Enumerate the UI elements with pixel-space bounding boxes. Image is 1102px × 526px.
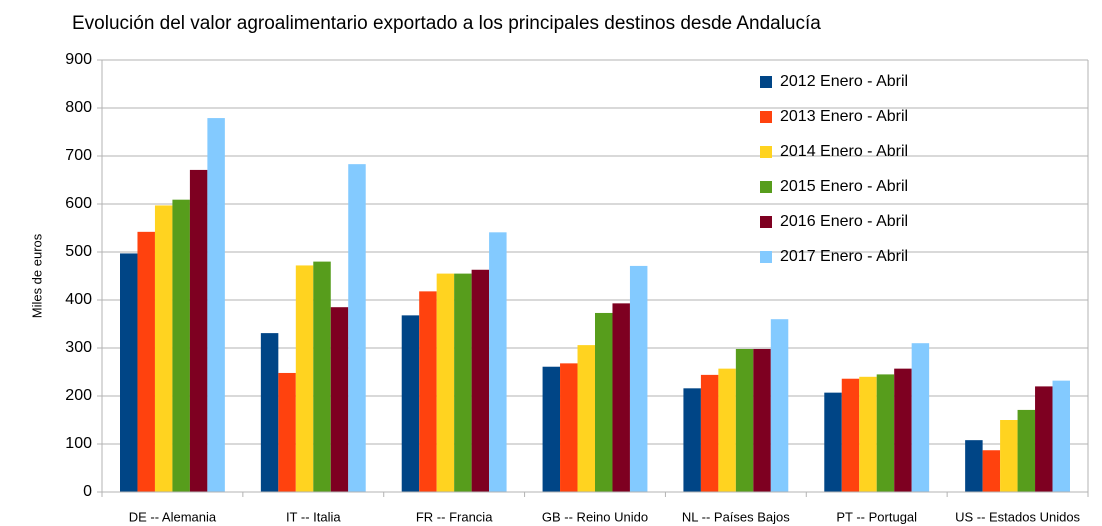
bar	[629, 265, 648, 492]
bar	[965, 440, 983, 492]
bar	[824, 392, 842, 492]
y-tick-label: 800	[65, 99, 92, 116]
x-tick-label: NL -- Países Bajos	[682, 509, 790, 524]
bar	[560, 363, 578, 492]
y-axis-label: Miles de euros	[29, 233, 44, 318]
x-tick-label: IT -- Italia	[286, 509, 341, 524]
bar	[894, 368, 912, 492]
bar	[735, 348, 754, 492]
y-tick-label: 600	[65, 195, 92, 212]
x-tick-label: GB -- Reino Unido	[542, 509, 648, 524]
bar	[260, 333, 279, 492]
bar	[1017, 409, 1036, 492]
bar	[137, 231, 155, 492]
bar	[401, 315, 420, 492]
bar	[1000, 420, 1018, 492]
bar	[683, 388, 701, 492]
bar	[1052, 380, 1070, 492]
x-tick-label: US -- Estados Unidos	[955, 509, 1080, 524]
bar	[1035, 386, 1053, 492]
y-tick-label: 0	[83, 483, 92, 500]
legend-label: 2017 Enero - Abril	[780, 248, 908, 265]
bar	[348, 164, 366, 492]
bar	[700, 374, 719, 492]
chart-title: Evolución del valor agroalimentario expo…	[72, 13, 821, 34]
y-tick-label: 700	[65, 147, 92, 164]
bar	[172, 199, 190, 492]
bar	[278, 372, 296, 492]
legend-swatch	[760, 146, 772, 158]
legend-label: 2015 Enero - Abril	[780, 178, 908, 195]
bar	[718, 368, 736, 492]
bar	[295, 265, 314, 492]
bar	[471, 269, 490, 492]
bar	[770, 319, 789, 492]
bar	[859, 376, 877, 492]
legend-swatch	[760, 181, 772, 193]
bar	[542, 366, 561, 492]
y-tick-label: 900	[65, 51, 92, 68]
x-tick-label: PT -- Portugal	[836, 509, 917, 524]
legend-label: 2013 Enero - Abril	[780, 108, 908, 125]
y-tick-label: 500	[65, 243, 92, 260]
legend-swatch	[760, 216, 772, 228]
bar	[982, 450, 1001, 492]
bar	[612, 303, 630, 492]
y-tick-label: 200	[65, 387, 92, 404]
bar	[120, 253, 138, 492]
legend-label: 2014 Enero - Abril	[780, 143, 908, 160]
x-tick-label: DE -- Alemania	[129, 509, 217, 524]
bar	[454, 273, 472, 492]
legend-swatch	[760, 251, 772, 263]
y-tick-label: 300	[65, 339, 92, 356]
bar	[419, 291, 437, 492]
bar	[577, 345, 595, 492]
bar	[753, 348, 771, 492]
bar	[841, 378, 860, 492]
legend-label: 2016 Enero - Abril	[780, 213, 908, 230]
bar	[595, 312, 613, 492]
bar	[207, 118, 225, 492]
bar	[154, 205, 173, 492]
y-tick-label: 400	[65, 291, 92, 308]
bar	[313, 261, 331, 492]
bar	[436, 273, 455, 492]
legend-label: 2012 Enero - Abril	[780, 73, 908, 90]
bar	[911, 343, 930, 492]
y-tick-label: 100	[65, 435, 92, 452]
bar	[489, 232, 507, 492]
x-tick-label: FR -- Francia	[416, 509, 493, 524]
bar	[876, 374, 895, 492]
legend-swatch	[760, 111, 772, 123]
bar	[189, 169, 208, 493]
legend-swatch	[760, 76, 772, 88]
bar	[330, 307, 349, 492]
